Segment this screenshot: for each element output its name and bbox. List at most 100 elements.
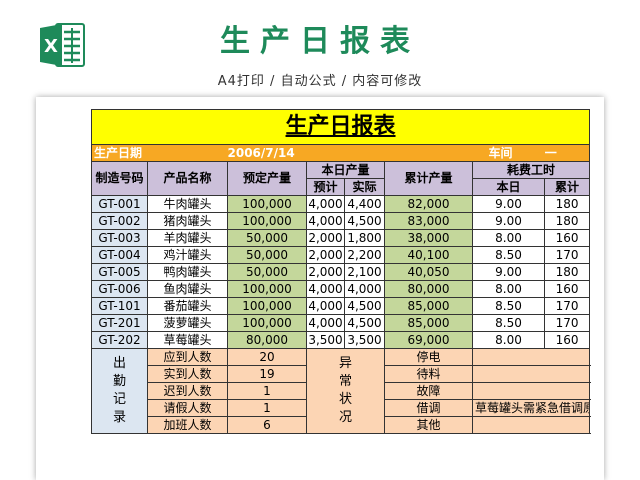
cell-plan[interactable]: 2,000 (306, 246, 345, 264)
cell-hours-total[interactable]: 180 (543, 263, 591, 281)
cell-planned[interactable]: 100,000 (227, 280, 307, 298)
abnormal-item-value[interactable] (471, 416, 591, 434)
cell-code[interactable]: GT-002 (91, 212, 148, 230)
cell-hours-today[interactable]: 9.00 (472, 212, 545, 230)
cell-cumulative[interactable]: 38,000 (384, 229, 473, 247)
cell-code[interactable]: GT-001 (91, 195, 148, 213)
cell-cumulative[interactable]: 82,000 (384, 195, 473, 213)
cell-cumulative[interactable]: 85,000 (384, 314, 473, 332)
cell-code[interactable]: GT-201 (91, 314, 148, 332)
cell-plan[interactable]: 4,000 (306, 212, 345, 230)
cell-actual[interactable]: 4,000 (344, 280, 385, 298)
cell-name[interactable]: 羊肉罐头 (147, 229, 228, 247)
attendance-item-value[interactable]: 19 (227, 365, 307, 383)
cell-name[interactable]: 鸡汁罐头 (147, 246, 228, 264)
cell-planned[interactable]: 100,000 (227, 314, 307, 332)
cell-name[interactable]: 草莓罐头 (147, 331, 228, 349)
abnormal-item-value[interactable] (471, 382, 591, 400)
date-label-cell: 生产日期 (91, 144, 228, 162)
header-name: 产品名称 (147, 161, 228, 196)
cell-planned[interactable]: 50,000 (227, 229, 307, 247)
abnormal-item-value[interactable] (471, 348, 591, 366)
date-value: 2006/7/14 (227, 145, 295, 160)
attendance-item-value[interactable]: 1 (227, 399, 307, 417)
cell-hours-today[interactable]: 8.00 (472, 280, 545, 298)
date-label: 生产日期 (94, 145, 143, 160)
abnormal-label: 异常状况 (306, 348, 385, 434)
cell-code[interactable]: GT-005 (91, 263, 148, 281)
cell-plan[interactable]: 3,500 (306, 331, 345, 349)
cell-code[interactable]: GT-006 (91, 280, 148, 298)
cell-cumulative[interactable]: 69,000 (384, 331, 473, 349)
cell-hours-today[interactable]: 8.50 (472, 297, 545, 315)
attendance-item-value[interactable]: 1 (227, 382, 307, 400)
cell-cumulative[interactable]: 85,000 (384, 297, 473, 315)
cell-cumulative[interactable]: 80,000 (384, 280, 473, 298)
cell-name[interactable]: 番茄罐头 (147, 297, 228, 315)
cell-code[interactable]: GT-003 (91, 229, 148, 247)
cell-plan[interactable]: 4,000 (306, 280, 345, 298)
cell-plan[interactable]: 4,000 (306, 195, 345, 213)
cell-actual[interactable]: 4,500 (344, 212, 385, 230)
footer-row: 出勤记录 应到人数 20 异常状况 停电 (91, 348, 591, 434)
cell-hours-total[interactable]: 180 (543, 195, 591, 213)
cell-code[interactable]: GT-101 (91, 297, 148, 315)
cell-actual[interactable]: 2,100 (344, 263, 385, 281)
cell-actual[interactable]: 4,500 (344, 314, 385, 332)
cell-code[interactable]: GT-004 (91, 246, 148, 264)
attendance-item-value[interactable]: 20 (227, 348, 307, 366)
page-title: 生产日报表 (220, 24, 420, 59)
cell-hours-today[interactable]: 8.00 (472, 229, 545, 247)
cell-planned[interactable]: 50,000 (227, 263, 307, 281)
cell-name[interactable]: 菠萝罐头 (147, 314, 228, 332)
cell-hours-today[interactable]: 9.00 (472, 195, 545, 213)
cell-plan[interactable]: 4,000 (306, 297, 345, 315)
cell-actual[interactable]: 2,200 (344, 246, 385, 264)
cell-hours-total[interactable]: 160 (543, 280, 591, 298)
spreadsheet-sheet: 生产日报表 生产日期 2006/7/14 车间 一 制造号码 产品名称 预定产量… (36, 97, 604, 480)
cell-hours-total[interactable]: 170 (543, 297, 591, 315)
cell-actual[interactable]: 3,500 (344, 331, 385, 349)
cell-name[interactable]: 牛肉罐头 (147, 195, 228, 213)
attendance-item-value[interactable]: 6 (227, 416, 307, 434)
report-table: 生产日报表 生产日期 2006/7/14 车间 一 制造号码 产品名称 预定产量… (90, 109, 591, 434)
cell-cumulative[interactable]: 83,000 (384, 212, 473, 230)
sheet-title: 生产日报表 (90, 109, 591, 145)
cell-planned[interactable]: 80,000 (227, 331, 307, 349)
cell-name[interactable]: 鱼肉罐头 (147, 280, 228, 298)
cell-planned[interactable]: 100,000 (227, 297, 307, 315)
cell-hours-total[interactable]: 160 (543, 331, 591, 349)
cell-cumulative[interactable]: 40,100 (384, 246, 473, 264)
cell-planned[interactable]: 50,000 (227, 246, 307, 264)
cell-planned[interactable]: 100,000 (227, 195, 307, 213)
cell-hours-total[interactable]: 170 (543, 246, 591, 264)
cell-name[interactable]: 猪肉罐头 (147, 212, 228, 230)
header-today-plan: 预计 (306, 178, 345, 196)
cell-actual[interactable]: 4,400 (344, 195, 385, 213)
cell-plan[interactable]: 2,000 (306, 229, 345, 247)
cell-plan[interactable]: 2,000 (306, 263, 345, 281)
cell-actual[interactable]: 4,500 (344, 297, 385, 315)
cell-hours-today[interactable]: 8.00 (472, 331, 545, 349)
abnormal-item-value[interactable] (471, 365, 591, 383)
cell-hours-today[interactable]: 8.50 (472, 246, 545, 264)
cell-hours-today[interactable]: 9.00 (472, 263, 545, 281)
attendance-label: 出勤记录 (91, 348, 148, 434)
table-row: GT-002 猪肉罐头 100,000 4,000 4,500 83,000 9.00 180 (91, 212, 591, 230)
cell-hours-total[interactable]: 170 (543, 314, 591, 332)
attendance-item-label: 实到人数 (147, 365, 228, 383)
date-value-cell: 2006/7/14 (227, 144, 473, 162)
cell-cumulative[interactable]: 40,050 (384, 263, 473, 281)
cell-code[interactable]: GT-202 (91, 331, 148, 349)
table-row: GT-201 菠萝罐头 100,000 4,000 4,500 85,000 8.50 170 (91, 314, 591, 332)
cell-plan[interactable]: 4,000 (306, 314, 345, 332)
attendance-item-label: 迟到人数 (147, 382, 228, 400)
cell-planned[interactable]: 100,000 (227, 212, 307, 230)
cell-hours-today[interactable]: 8.50 (472, 314, 545, 332)
cell-hours-total[interactable]: 160 (543, 229, 591, 247)
cell-hours-total[interactable]: 180 (543, 212, 591, 230)
cell-actual[interactable]: 1,800 (344, 229, 385, 247)
cell-name[interactable]: 鸭肉罐头 (147, 263, 228, 281)
abnormal-item-value[interactable]: 草莓罐头需紧急借调原料 (471, 399, 591, 417)
